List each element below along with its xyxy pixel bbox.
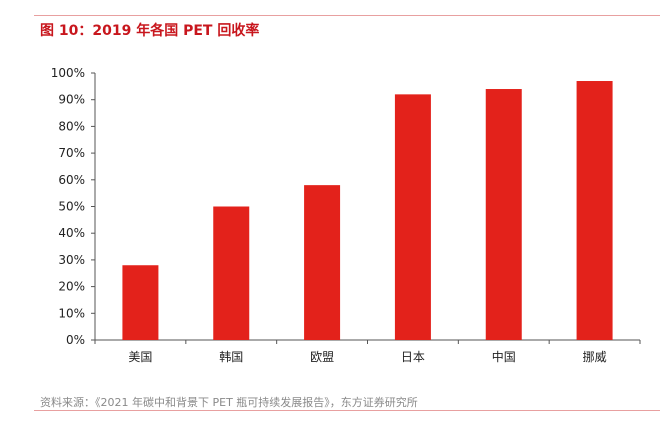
bar-3 [304,185,341,340]
y-tick-label: 80% [58,119,85,133]
y-axis: 0% 10% 20% 30% 40% 50% 60% 70% 80% 90% 100% [51,66,96,347]
x-tick-label: 韩国 [219,349,243,364]
bar-4 [394,94,431,340]
bar-2 [213,206,250,340]
y-tick-label: 40% [58,226,85,240]
source-note: 资料来源：《2021 年碳中和背景下 PET 瓶可持续发展报告》，东方证券研究所 [40,396,418,409]
top-rule [34,15,660,16]
x-tick-label: 中国 [492,349,516,364]
y-tick-label: 0% [66,333,85,347]
y-tick-label: 60% [58,173,85,187]
x-tick-label: 美国 [128,350,152,364]
bar-1 [122,265,159,340]
y-tick-label: 20% [58,280,85,294]
y-tick-label: 70% [58,146,85,160]
y-tick-label: 50% [58,200,85,214]
bar-6 [576,81,613,340]
bars [122,81,613,341]
y-tick-label: 90% [58,93,85,107]
y-tick-label: 30% [58,253,85,267]
bottom-rule [34,410,660,411]
figure-title: 图 10：2019 年各国 PET 回收率 [40,23,260,39]
y-tick-label: 10% [58,306,85,320]
x-tick-label: 欧盟 [310,350,334,364]
x-tick-label: 日本 [401,350,425,364]
bar-5 [485,89,522,341]
y-tick-label: 100% [51,66,85,80]
x-axis: 美国 韩国 欧盟 日本 中国 挪威 [94,339,641,364]
x-tick-label: 挪威 [583,350,607,364]
